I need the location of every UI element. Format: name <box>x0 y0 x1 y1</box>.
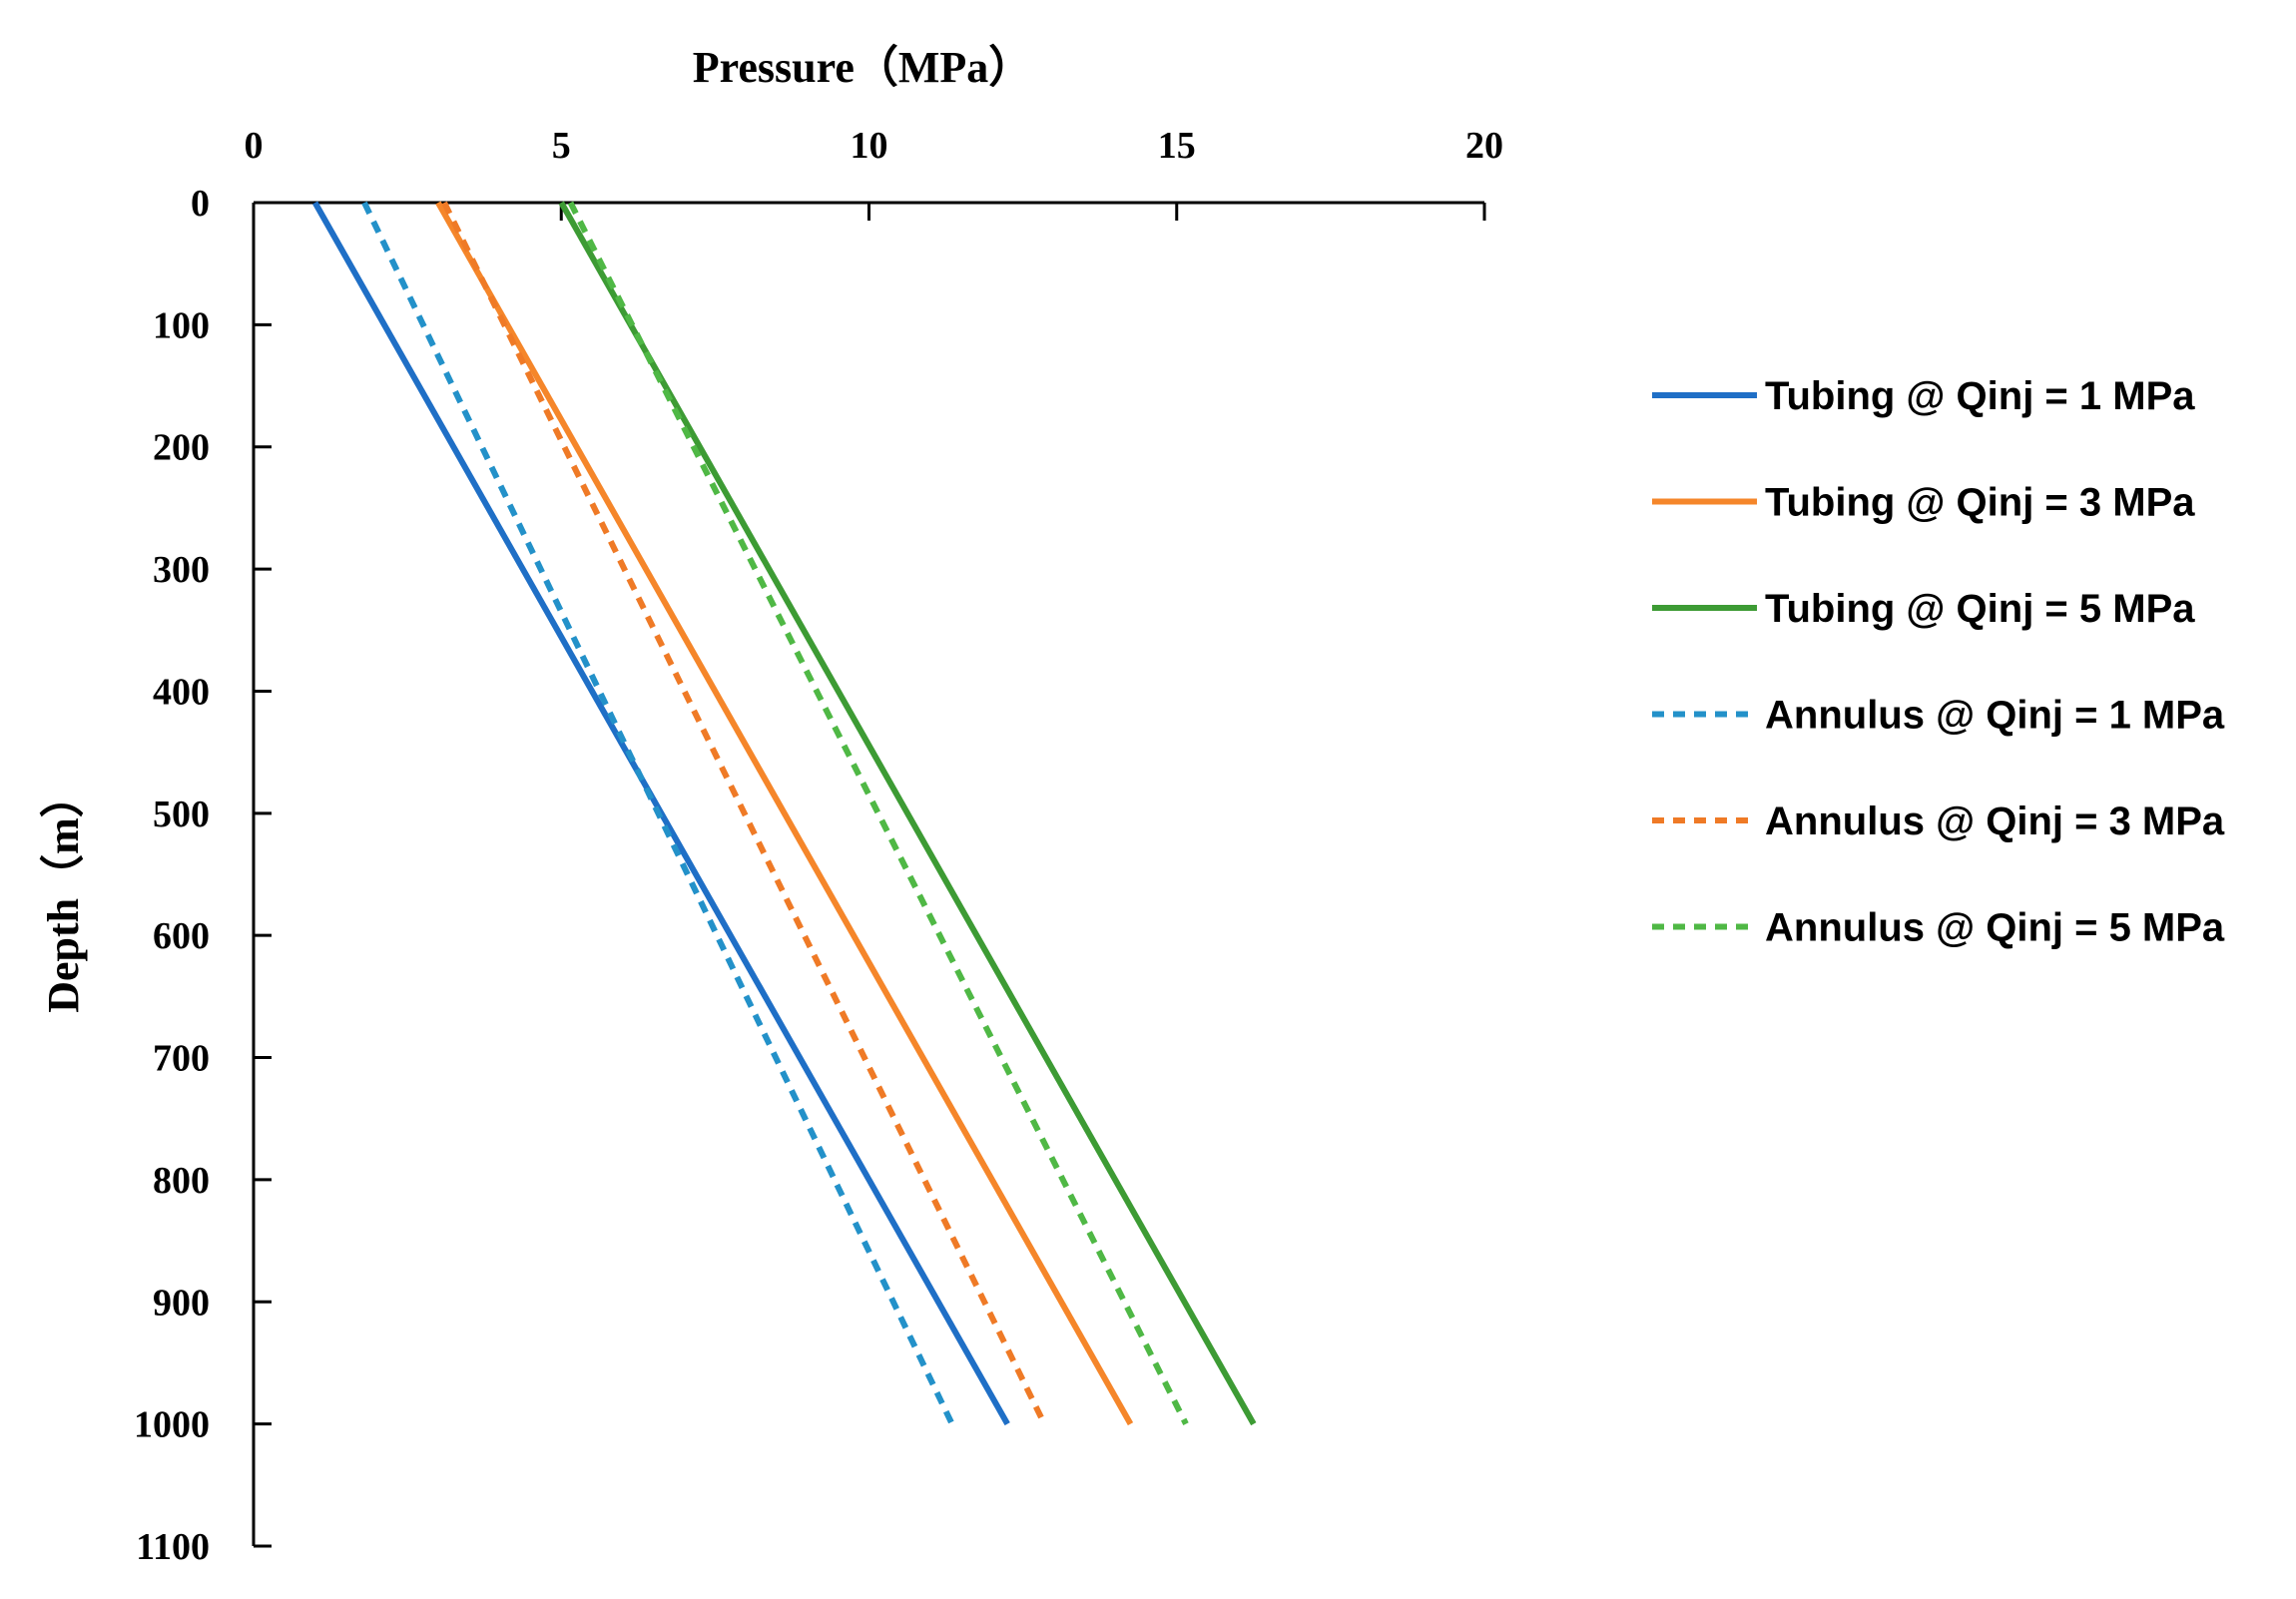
y-tick-label: 1000 <box>134 1404 210 1446</box>
legend-label: Tubing @ Qinj = 3 MPa <box>1765 481 2195 525</box>
x-tick-label: 10 <box>851 125 888 167</box>
series-line-1 <box>435 201 1134 1426</box>
x-tick-label: 0 <box>245 125 264 167</box>
legend-label: Annulus @ Qinj = 3 MPa <box>1765 800 2225 843</box>
y-tick-label: 0 <box>191 183 210 225</box>
y-tick-label: 700 <box>153 1038 210 1080</box>
y-axis-title: Depth（m） <box>39 774 88 1013</box>
y-tick-label: 500 <box>153 794 210 835</box>
series-line-4 <box>441 201 1047 1425</box>
y-tick-label: 600 <box>153 915 210 957</box>
legend-item-3: Annulus @ Qinj = 1 MPa <box>1652 694 2225 738</box>
y-tick-label: 900 <box>153 1282 210 1324</box>
y-tick-label: 300 <box>153 549 210 591</box>
y-tick-label: 100 <box>153 304 210 346</box>
legend-item-0: Tubing @ Qinj = 1 MPa <box>1652 374 2195 418</box>
y-axis: 0 100 200 300 400 500 600 700 800 900 1000 1100 <box>134 183 272 1568</box>
x-tick-label: 20 <box>1465 125 1503 167</box>
series-layer <box>311 201 1257 1426</box>
legend-label: Annulus @ Qinj = 1 MPa <box>1765 694 2225 738</box>
x-axis-title: Pressure（MPa） <box>693 43 1033 92</box>
y-tick-label: 1100 <box>136 1526 210 1568</box>
series-line-2 <box>558 201 1257 1426</box>
legend-item-2: Tubing @ Qinj = 5 MPa <box>1652 587 2195 631</box>
legend-item-5: Annulus @ Qinj = 5 MPa <box>1652 906 2225 950</box>
legend-item-4: Annulus @ Qinj = 3 MPa <box>1652 800 2225 843</box>
y-tick-label: 400 <box>153 671 210 713</box>
y-tick-label: 200 <box>153 427 210 469</box>
legend-item-1: Tubing @ Qinj = 3 MPa <box>1652 481 2195 525</box>
legend-label: Tubing @ Qinj = 5 MPa <box>1765 587 2195 631</box>
x-axis: 0 5 10 15 20 <box>245 125 1503 221</box>
legend-label: Annulus @ Qinj = 5 MPa <box>1765 906 2225 950</box>
series-line-5 <box>567 201 1189 1425</box>
series-line-3 <box>361 201 955 1425</box>
y-tick-label: 800 <box>153 1160 210 1202</box>
x-tick-label: 15 <box>1158 125 1196 167</box>
x-tick-label: 5 <box>552 125 571 167</box>
legend: Tubing @ Qinj = 1 MPa Tubing @ Qinj = 3 M… <box>1652 374 2225 950</box>
legend-label: Tubing @ Qinj = 1 MPa <box>1765 374 2195 418</box>
